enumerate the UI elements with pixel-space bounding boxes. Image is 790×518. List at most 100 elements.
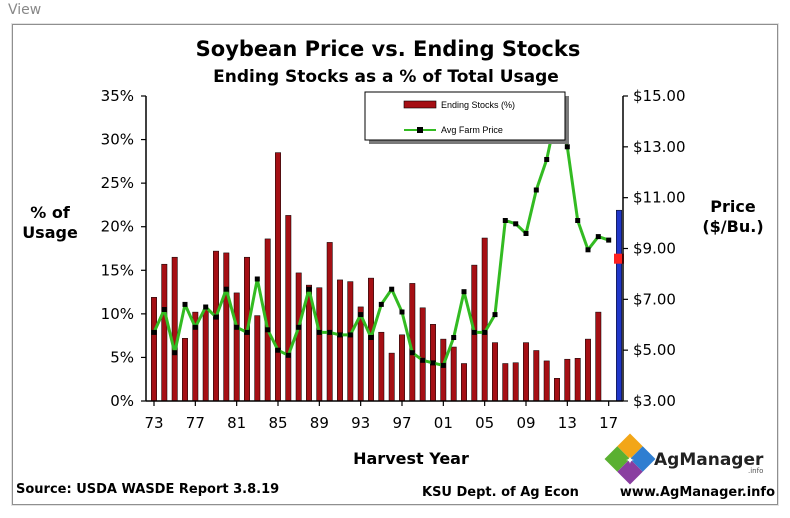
price-point-1980 [223,286,229,292]
price-point-1991 [337,332,343,338]
price-point-1981 [234,324,240,330]
right-tick-label: $3.00 [633,392,676,410]
left-tick-label: 35% [101,87,134,105]
price-point-1992 [347,332,353,338]
price-point-1975 [172,350,178,356]
price-point-2008 [513,221,519,227]
x-axis-title: Harvest Year [353,449,469,468]
price-point-2016 [595,234,601,240]
right-tick-label: $9.00 [633,240,676,258]
price-point-1974 [161,307,167,312]
logo-suffix: .info [748,467,763,475]
right-tick-label: $7.00 [633,290,676,308]
legend-label-stocks: Ending Stocks (%) [441,100,515,110]
x-tick-label: 09 [516,414,535,432]
price-point-1973 [151,329,157,335]
bar-stocks-2007 [502,363,509,402]
legend: Ending Stocks (%) Avg Farm Price [364,91,569,144]
price-point-2011 [544,157,550,162]
chart-title: Soybean Price vs. Ending Stocks [196,37,581,61]
price-point-2007 [502,218,508,223]
bar-stocks-2002 [450,346,457,402]
price-point-1988 [306,286,312,292]
x-tick-label: 97 [392,414,411,432]
price-point-1977 [192,324,198,330]
bar-stocks-2005 [481,237,488,402]
legend-label-price: Avg Farm Price [441,125,503,135]
agmanager-logo: ✦ AgManager .info [604,433,764,485]
bar-stocks-1991 [337,279,343,402]
bar-stocks-1995 [378,331,385,402]
price-point-2004 [471,329,477,335]
bar-stocks-1976 [182,338,188,402]
logo-wordmark: AgManager [654,450,764,470]
price-point-1985 [275,347,281,353]
y-right-title-line2: ($/Bu.) [702,217,763,236]
right-tick-label: $13.00 [633,138,686,156]
x-tick-label: 13 [558,414,577,432]
bar-stocks-1981 [233,292,240,402]
bar-stocks-1996 [388,352,395,402]
bar-stocks-1978 [202,309,209,402]
x-tick-label: 85 [268,414,287,432]
bar-stocks-2013 [564,358,571,402]
price-point-2010 [533,187,539,193]
left-tick-label: 15% [101,261,134,279]
x-tick-label: 17 [599,414,618,432]
bar-stocks-1973 [151,297,157,402]
bar-stocks-1992 [347,281,354,402]
site-url: www.AgManager.info [620,485,775,500]
bar-stocks-2006 [492,342,498,402]
price-point-2005 [482,329,488,335]
price-point-1999 [420,357,426,363]
price-projection-2018 [614,253,624,264]
bar-stocks-2016 [595,311,602,402]
bar-stocks-2014 [574,358,581,402]
price-point-2001 [440,362,446,368]
bar-stocks-1979 [213,250,219,402]
bar-stocks-1983 [254,315,261,402]
logo-diamond [604,433,656,485]
y-left-title-line1: % of [30,203,71,222]
bar-stocks-1974 [161,263,168,402]
bar-stocks-1997 [399,334,405,402]
legend-box [364,91,566,141]
left-tick-label: 25% [101,174,134,192]
price-point-2017 [606,237,612,243]
bar-stocks-1985 [275,152,281,402]
price-point-1994 [368,335,374,340]
price-point-2013 [564,144,570,150]
price-point-2003 [461,289,467,295]
bar-stocks-2003 [461,363,467,402]
view-label: View [8,2,42,18]
source-note: Source: USDA WASDE Report 3.8.19 [16,482,279,497]
price-point-1996 [389,286,395,292]
price-point-1979 [213,314,219,320]
price-point-2014 [575,218,581,223]
left-tick-label: 0% [110,392,134,410]
left-tick-label: 20% [101,218,134,236]
bar-stocks-1987 [295,272,302,402]
price-point-1978 [203,304,209,310]
bar-stocks-1986 [285,215,292,402]
dept-note: KSU Dept. of Ag Econ [422,485,579,500]
bar-stocks-2015 [585,338,591,402]
price-point-1998 [409,350,415,356]
x-tick-label: 05 [475,414,494,432]
chart-subtitle: Ending Stocks as a % of Total Usage [213,67,559,87]
bar-stocks-2010 [533,350,540,402]
bar-stocks-1975 [171,256,178,402]
price-point-1983 [254,276,260,282]
x-tick-label: 89 [310,414,329,432]
right-tick-label: $11.00 [633,189,686,207]
y-left-title-line2: Usage [22,223,78,242]
price-point-1997 [399,309,405,315]
price-point-2002 [451,335,457,340]
price-point-2009 [523,231,529,236]
left-tick-label: 10% [101,305,134,323]
price-point-1987 [296,324,302,330]
price-point-1984 [265,327,271,333]
price-point-2015 [585,247,591,253]
bar-stocks-2009 [523,342,529,402]
